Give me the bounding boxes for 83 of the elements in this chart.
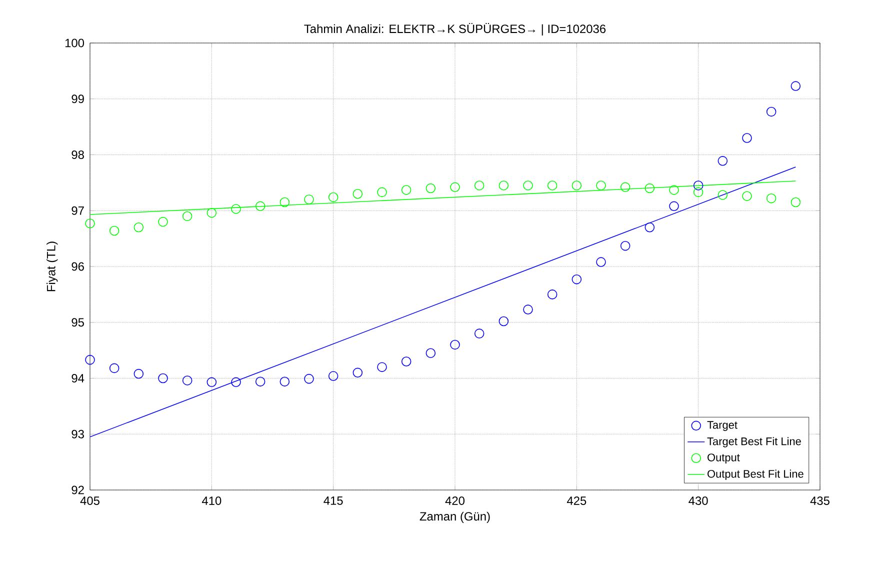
x-tick-label: 410 bbox=[202, 496, 222, 505]
legend-label: Target bbox=[707, 421, 738, 431]
y-tick-label: 95 bbox=[72, 318, 84, 327]
point bbox=[693, 187, 704, 198]
point bbox=[255, 201, 266, 212]
point bbox=[644, 183, 655, 194]
point bbox=[572, 274, 582, 284]
point bbox=[280, 197, 290, 208]
point bbox=[450, 182, 460, 192]
point bbox=[109, 363, 120, 374]
point bbox=[498, 180, 509, 190]
point bbox=[426, 348, 436, 358]
point bbox=[474, 180, 484, 190]
point bbox=[401, 356, 412, 366]
point bbox=[644, 222, 655, 232]
point bbox=[134, 368, 144, 379]
point bbox=[134, 222, 144, 232]
chart-title: Tahmin Analizi: ELEKTR→K SÜPÜRGES→ | ID=102036 bbox=[304, 22, 606, 36]
point bbox=[742, 191, 752, 201]
point bbox=[182, 211, 192, 222]
y-tick-label: 98 bbox=[72, 150, 84, 159]
x-axis-title: Zaman (Gün) bbox=[420, 512, 490, 523]
y-tick-label: 97 bbox=[72, 206, 84, 215]
point bbox=[742, 133, 752, 143]
point bbox=[669, 185, 679, 195]
point bbox=[474, 328, 484, 338]
point bbox=[401, 185, 412, 195]
x-tick-label: 415 bbox=[324, 496, 343, 505]
point bbox=[498, 316, 509, 326]
point bbox=[669, 201, 679, 212]
point bbox=[280, 376, 290, 386]
point bbox=[547, 180, 558, 190]
point bbox=[158, 373, 168, 384]
point bbox=[572, 180, 582, 190]
point bbox=[450, 340, 460, 350]
point bbox=[766, 193, 776, 204]
point bbox=[182, 376, 192, 386]
point bbox=[328, 371, 338, 381]
point bbox=[620, 182, 630, 192]
point bbox=[426, 183, 436, 194]
y-tick-label: 96 bbox=[72, 262, 84, 271]
point bbox=[206, 208, 217, 218]
point bbox=[766, 106, 776, 117]
point bbox=[85, 218, 95, 228]
y-tick-label: 93 bbox=[72, 430, 84, 438]
point bbox=[328, 192, 338, 202]
point bbox=[790, 197, 801, 208]
x-tick-label: 420 bbox=[445, 496, 465, 505]
point bbox=[304, 374, 314, 384]
point bbox=[718, 156, 728, 166]
legend-label: Target Best Fit Line bbox=[707, 437, 801, 448]
point bbox=[255, 376, 266, 386]
point bbox=[596, 180, 606, 190]
point bbox=[231, 377, 241, 388]
point bbox=[596, 257, 606, 267]
point bbox=[547, 290, 558, 300]
point bbox=[352, 368, 363, 378]
point bbox=[109, 226, 120, 236]
point bbox=[718, 190, 728, 200]
x-tick-label: 405 bbox=[80, 496, 100, 505]
legend-label: Output bbox=[708, 454, 740, 464]
point bbox=[790, 81, 801, 91]
point bbox=[523, 180, 533, 190]
y-tick-label: 94 bbox=[72, 374, 84, 382]
point bbox=[206, 377, 217, 388]
point bbox=[377, 362, 387, 372]
point bbox=[523, 304, 533, 314]
legend-label: Output Best Fit Line bbox=[708, 470, 804, 480]
point bbox=[158, 216, 168, 227]
y-tick-label: 92 bbox=[72, 486, 84, 494]
point bbox=[231, 204, 241, 214]
point bbox=[352, 188, 363, 199]
x-tick-label: 425 bbox=[566, 496, 586, 505]
y-tick-label: 100 bbox=[65, 38, 84, 48]
point bbox=[620, 240, 630, 251]
y-tick-label: 99 bbox=[72, 94, 84, 104]
point bbox=[304, 194, 314, 204]
x-tick-label: 435 bbox=[810, 496, 830, 505]
y-axis-title: Fiyat (TL) bbox=[46, 242, 58, 292]
point bbox=[377, 187, 387, 198]
point bbox=[85, 354, 95, 365]
x-tick-label: 430 bbox=[688, 496, 708, 505]
point bbox=[693, 180, 704, 190]
